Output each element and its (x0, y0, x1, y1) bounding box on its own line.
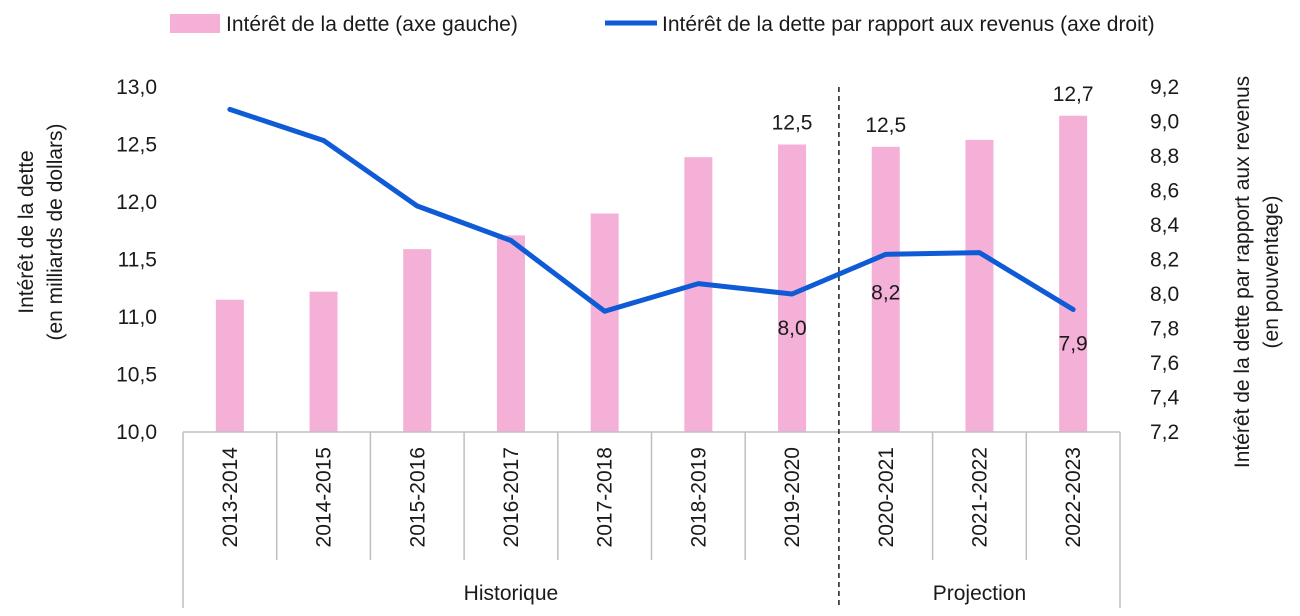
left-axis-title-line2: (en milliards de dollars) (44, 123, 67, 340)
category-label: 2019-2020 (781, 447, 804, 547)
bar-data-label: 12,5 (772, 112, 813, 135)
legend-label-line: Intérêt de la dette par rapport aux reve… (662, 13, 1155, 36)
group-label: Historique (464, 582, 559, 605)
right-axis-title-line1: Intérêt de la dette par rapport aux reve… (1231, 76, 1254, 468)
category-labels: 2013-2014 2014-2015 2015-2016 2016-2017 2017… (219, 447, 1085, 548)
category-label: 2020-2021 (875, 447, 898, 547)
legend: Intérêt de la dette (axe gauche) Intérêt… (170, 13, 1155, 36)
left-axis-tick-label: 11,0 (118, 306, 157, 329)
right-axis-tick-label: 7,6 (1150, 352, 1179, 375)
right-axis-tick-label: 8,2 (1150, 249, 1179, 272)
line-data-label: 8,0 (777, 317, 806, 340)
right-axis-tick-label: 8,6 (1150, 180, 1179, 203)
bar-2014-2015 (309, 291, 338, 432)
right-axis-tick-label: 8,0 (1150, 283, 1179, 306)
bar-2020-2021 (871, 146, 900, 433)
legend-swatch-bar (170, 14, 220, 33)
right-axis-tick-label: 9,2 (1150, 76, 1179, 99)
group-labels: Historique Projection (464, 582, 1026, 605)
bar-data-label: 12,5 (865, 114, 906, 137)
right-axis-ticks: 7,2 7,4 7,6 7,8 8,0 8,2 8,4 8,6 8,8 9,0 9,2 (1150, 76, 1180, 444)
line-ratio (227, 106, 1076, 314)
bar-2017-2018 (590, 213, 619, 432)
left-axis-tick-label: 11,5 (118, 249, 157, 272)
group-label: Projection (933, 582, 1026, 605)
right-axis-tick-label: 7,2 (1150, 421, 1179, 444)
bar-2021-2022 (965, 139, 994, 432)
right-axis-tick-label: 9,0 (1150, 111, 1179, 134)
category-axis-frame (182, 87, 1121, 608)
category-label: 2014-2015 (313, 447, 336, 547)
bar-2016-2017 (496, 235, 525, 432)
right-axis-title-line2: (en pouventage) (1260, 196, 1283, 349)
bar-2013-2014 (215, 299, 244, 432)
legend-label-bar: Intérêt de la dette (axe gauche) (226, 13, 518, 36)
bar-2022-2023 (1059, 115, 1088, 432)
category-label: 2015-2016 (406, 447, 429, 547)
left-axis-title-line1: Intérêt de la dette (15, 150, 38, 313)
category-label: 2018-2019 (687, 447, 710, 547)
left-axis-tick-label: 12,5 (116, 134, 157, 157)
line-series (227, 106, 1076, 314)
category-label: 2021-2022 (968, 447, 991, 547)
left-axis-tick-label: 13,0 (116, 76, 157, 99)
bar-2015-2016 (403, 249, 432, 432)
right-axis-tick-label: 8,4 (1150, 214, 1180, 237)
bar-series (215, 115, 1088, 433)
category-label: 2022-2023 (1062, 447, 1085, 547)
line-data-label: 7,9 (1059, 333, 1088, 356)
left-axis-ticks: 10,0 10,5 11,0 11,5 12,0 12,5 13,0 (116, 76, 157, 444)
data-labels: 12,5 12,5 12,7 8,0 8,2 7,9 (772, 83, 1094, 356)
left-axis-tick-label: 10,5 (116, 364, 157, 387)
category-label: 2016-2017 (500, 447, 523, 547)
right-axis-tick-label: 7,8 (1150, 318, 1179, 341)
bar-2018-2019 (684, 157, 713, 432)
category-label: 2013-2014 (219, 447, 242, 548)
bar-data-label: 12,7 (1053, 83, 1094, 106)
left-axis-tick-label: 10,0 (116, 421, 157, 444)
right-axis-tick-label: 8,8 (1150, 145, 1179, 168)
left-axis-tick-label: 12,0 (116, 191, 157, 214)
category-label: 2017-2018 (594, 447, 617, 547)
line-data-label: 8,2 (871, 281, 900, 304)
right-axis-tick-label: 7,4 (1150, 387, 1180, 410)
